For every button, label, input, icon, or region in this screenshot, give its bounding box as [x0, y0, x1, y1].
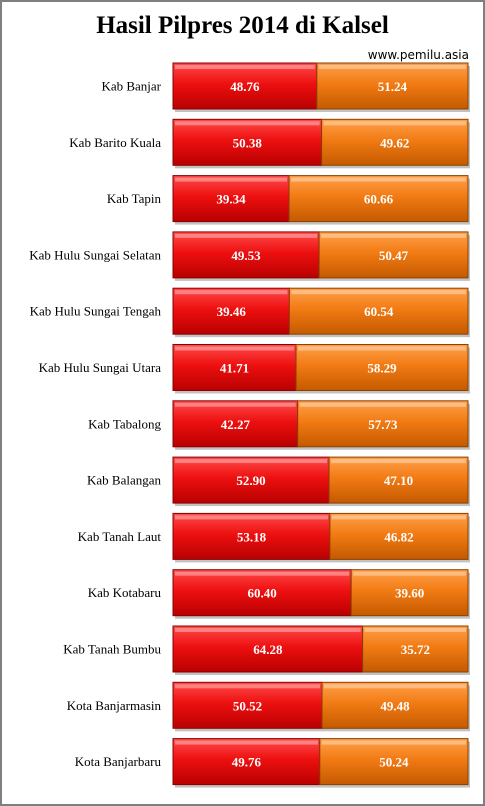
bar-highlight: [291, 177, 466, 182]
category-label: Kab Balangan: [87, 473, 162, 488]
category-label: Kota Banjarbaru: [75, 754, 162, 769]
bar-series-2: [295, 344, 469, 391]
category-label: Kab Kotabaru: [88, 585, 162, 600]
bar-series-1: [172, 231, 320, 279]
category-label: Kab Tabalong: [88, 416, 161, 431]
data-label: 51.24: [378, 79, 408, 94]
bar-highlight: [324, 684, 466, 689]
bar-highlight: [364, 628, 466, 632]
bar-series-1: [172, 569, 352, 617]
bar-highlight: [175, 290, 288, 295]
bar-highlight: [331, 459, 466, 464]
data-label: 41.71: [220, 361, 249, 376]
category-label: Kab Tanah Bumbu: [63, 642, 161, 657]
category-label: Kab Hulu Sungai Tengah: [30, 304, 162, 319]
bar-series-1: [172, 456, 330, 504]
bar-series-2: [328, 456, 469, 504]
bar-highlight: [331, 515, 466, 520]
source-label: www.pemilu.asia: [367, 48, 469, 62]
data-label: 52.90: [236, 473, 265, 488]
bar-series-1: [172, 512, 331, 560]
data-label: 60.40: [247, 586, 276, 601]
bar-highlight: [175, 684, 321, 689]
data-label: 46.82: [384, 529, 413, 544]
bar-series-1: [172, 344, 297, 391]
data-label: 49.76: [232, 755, 262, 770]
data-label: 50.47: [379, 248, 409, 263]
data-label: 49.62: [380, 135, 409, 150]
bar-series-1: [172, 625, 364, 673]
bar-highlight: [298, 346, 466, 351]
data-label: 35.72: [401, 642, 430, 657]
data-label: 39.34: [216, 192, 246, 207]
chart-title: Hasil Pilpres 2014 di Kalsel: [96, 12, 389, 39]
bar-series-2: [362, 625, 469, 673]
bar-highlight: [175, 628, 361, 632]
bar-highlight: [175, 121, 320, 126]
data-label: 47.10: [384, 473, 413, 488]
data-label: 57.73: [368, 417, 398, 432]
bar-series-2: [318, 231, 469, 279]
data-label: 42.27: [221, 417, 251, 432]
data-label: 39.46: [217, 304, 247, 319]
bar-highlight: [291, 290, 466, 295]
category-label: Kota Banjarmasin: [67, 698, 162, 713]
category-label: Kab Hulu Sungai Selatan: [29, 247, 161, 262]
bar-highlight: [321, 233, 466, 238]
bar-highlight: [175, 459, 328, 464]
bar-highlight: [353, 571, 466, 576]
category-label: Kab Hulu Sungai Utara: [39, 360, 162, 375]
bar-series-1: [172, 400, 299, 448]
bar-series-2: [316, 62, 469, 110]
category-label: Kab Barito Kuala: [69, 135, 161, 150]
data-label: 39.60: [395, 586, 424, 601]
bar-highlight: [175, 515, 328, 520]
bar-highlight: [175, 402, 296, 407]
category-label: Kab Tapin: [107, 191, 162, 206]
bar-highlight: [321, 740, 466, 745]
bar-series-2: [321, 118, 469, 166]
data-label: 48.76: [230, 79, 260, 94]
bar-series-2: [288, 175, 469, 223]
bar-series-1: [172, 681, 323, 729]
bar-series-1: [172, 287, 290, 335]
bar-series-2: [288, 287, 469, 335]
bar-series-2: [297, 400, 469, 448]
bar-highlight: [318, 65, 466, 69]
bar-highlight: [175, 346, 295, 351]
bar-highlight: [175, 740, 318, 745]
bar-highlight: [175, 177, 288, 182]
category-label: Kab Tanah Laut: [78, 529, 162, 544]
bar-series-1: [172, 175, 290, 223]
bar-series-2: [329, 512, 469, 560]
data-label: 60.66: [364, 192, 394, 207]
data-label: 60.54: [364, 304, 394, 319]
bar-highlight: [299, 402, 466, 407]
bar-highlight: [175, 571, 350, 576]
bar-highlight: [323, 121, 466, 126]
bar-series-1: [172, 118, 323, 166]
data-label: 50.52: [233, 698, 262, 713]
category-label: Kab Banjar: [101, 79, 161, 94]
data-label: 64.28: [253, 642, 283, 657]
bar-series-2: [350, 569, 469, 617]
data-label: 49.48: [380, 698, 410, 713]
bar-highlight: [175, 65, 315, 69]
data-label: 50.24: [379, 755, 409, 770]
data-label: 53.18: [237, 529, 267, 544]
data-label: 50.38: [233, 135, 263, 150]
bar-highlight: [175, 233, 318, 238]
data-label: 58.29: [367, 361, 397, 376]
bar-series-2: [319, 738, 469, 786]
data-label: 49.53: [231, 248, 261, 263]
bar-series-1: [172, 738, 321, 786]
bar-series-2: [321, 681, 469, 729]
